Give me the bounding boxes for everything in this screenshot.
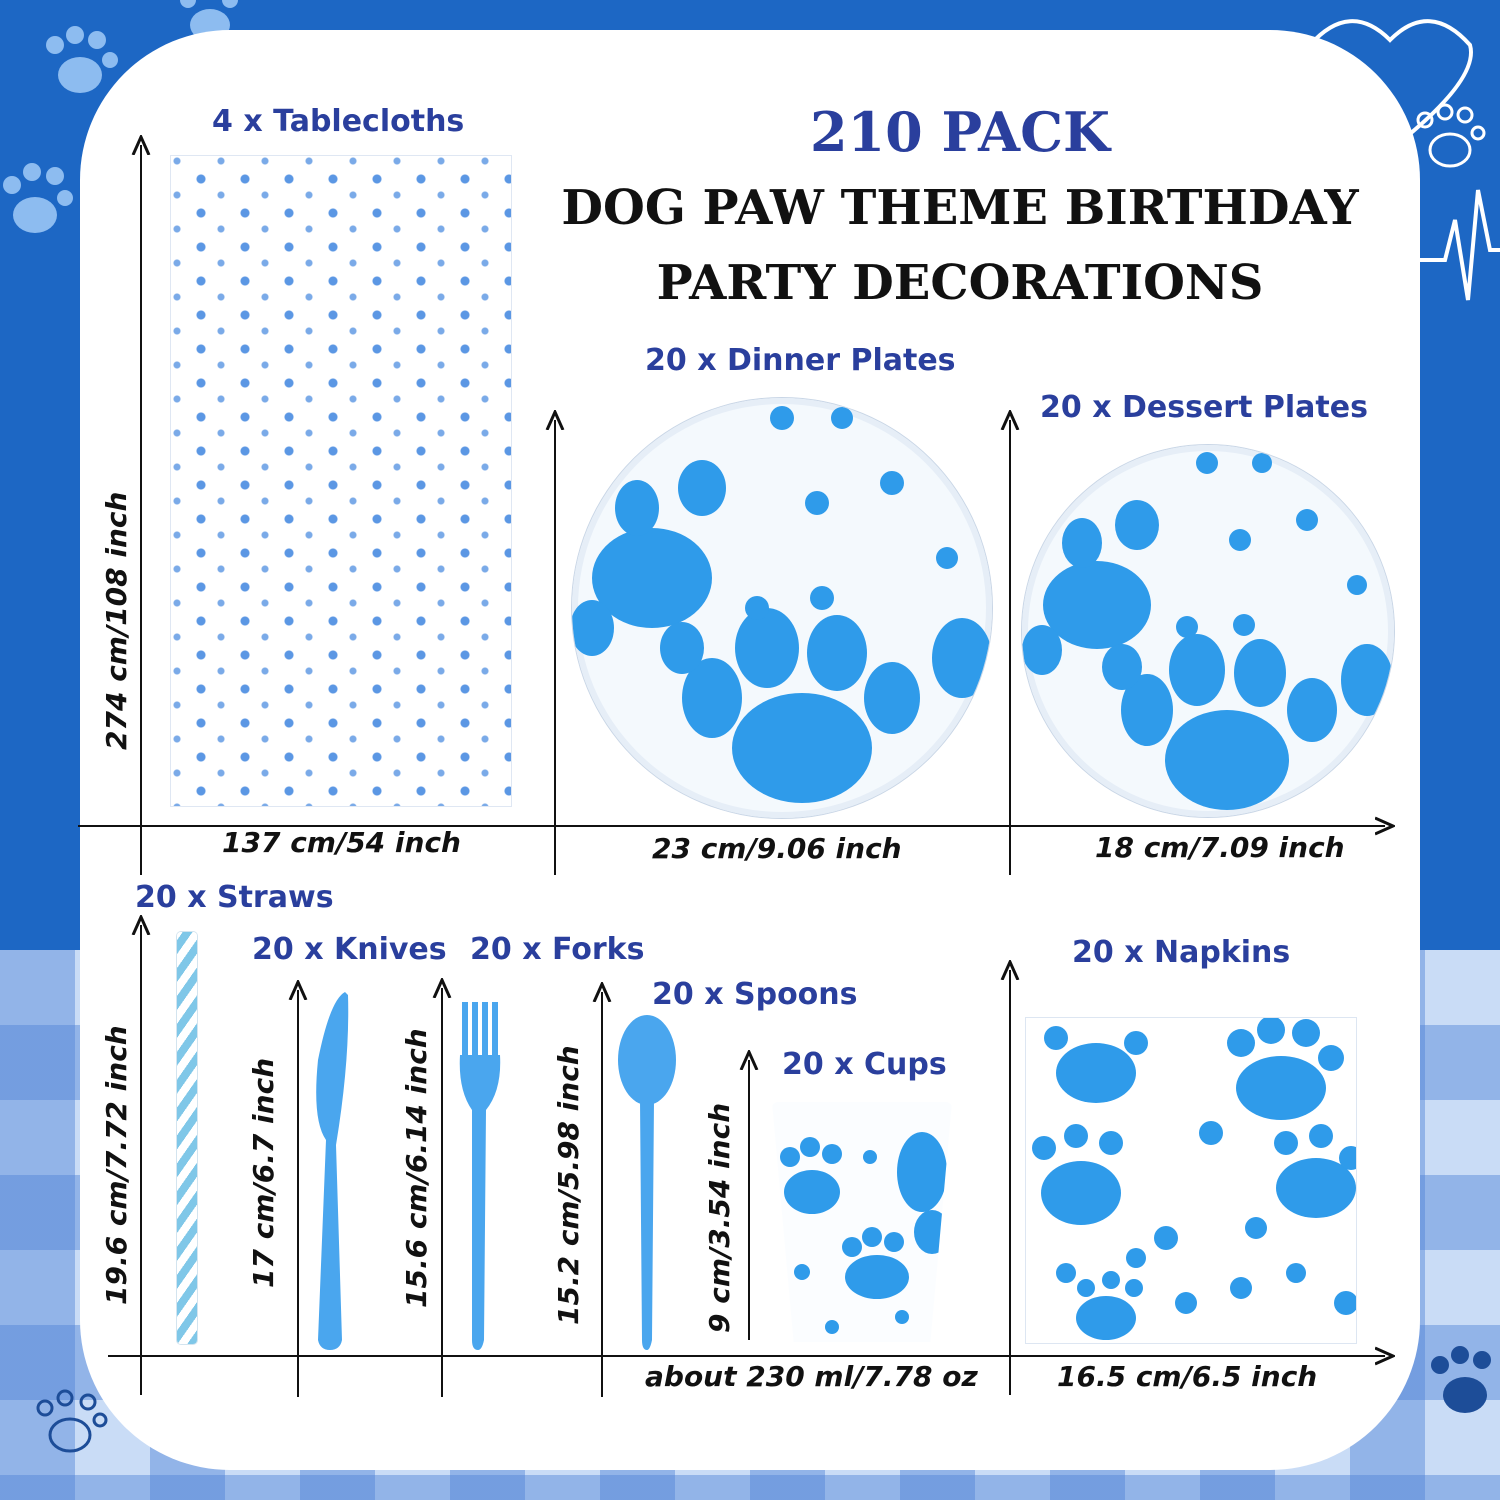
product-title-line1: DOG PAW THEME BIRTHDAY: [561, 180, 1359, 236]
fork-image: [459, 1002, 501, 1350]
cup-capacity-dim: about 230 ml/7.78 oz: [645, 1360, 978, 1393]
tablecloth-width-dim: 137 cm/54 inch: [222, 826, 461, 859]
cup-image: [772, 1102, 952, 1342]
dessert-plates-label: 20 x Dessert Plates: [1040, 390, 1368, 425]
paw-print-icon: [1022, 452, 1393, 810]
paw-print-icon: [36, 1389, 108, 1453]
dinner-plates-label: 20 x Dinner Plates: [645, 343, 956, 378]
paw-print-icon: [1416, 103, 1486, 168]
paw-print-icon: [3, 163, 73, 233]
napkin-image: [1025, 1017, 1357, 1344]
heartbeat-line-icon: [1420, 189, 1500, 301]
paw-print-icon: [780, 1132, 950, 1334]
straw-image: [177, 932, 197, 1344]
knives-label: 20 x Knives: [252, 932, 447, 967]
paw-print-icon: [1032, 1018, 1356, 1340]
product-title-line2: PARTY DECORATIONS: [656, 255, 1264, 311]
tablecloths-label: 4 x Tablecloths: [212, 104, 465, 139]
dessert-plate-size-dim: 18 cm/7.09 inch: [1095, 831, 1345, 864]
paw-print-icon: [1431, 1346, 1491, 1413]
napkin-size-dim: 16.5 cm/6.5 inch: [1057, 1360, 1318, 1393]
spoons-label: 20 x Spoons: [652, 977, 858, 1012]
tablecloth-image: [170, 155, 512, 807]
napkins-label: 20 x Napkins: [1072, 935, 1291, 970]
dinner-plate-size-dim: 23 cm/9.06 inch: [652, 832, 902, 865]
spoon-image: [618, 1015, 676, 1350]
dinner-plate-image: [572, 398, 992, 818]
paw-print-icon: [46, 26, 118, 93]
pack-count-title: 210 PACK: [809, 100, 1110, 164]
knife-image: [316, 992, 349, 1350]
paw-print-icon: [572, 406, 992, 803]
cups-label: 20 x Cups: [782, 1047, 947, 1082]
dessert-plate-image: [1022, 445, 1394, 817]
straws-label: 20 x Straws: [135, 880, 334, 915]
forks-label: 20 x Forks: [470, 932, 645, 967]
